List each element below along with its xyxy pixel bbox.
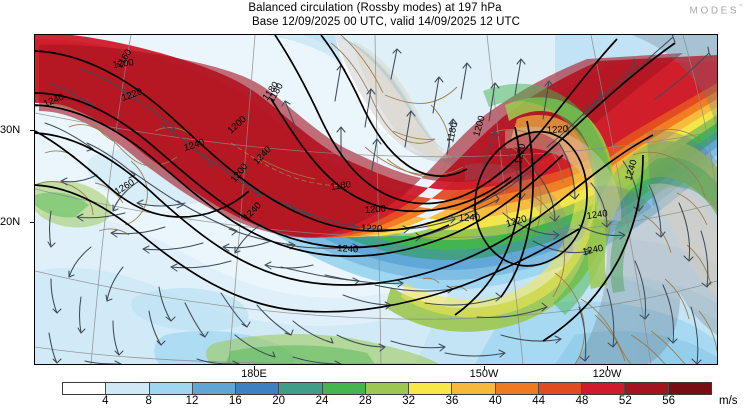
colorbar-swatch — [538, 383, 583, 394]
modes-logo-mark: ° — [739, 4, 742, 11]
colorbar-swatch — [63, 383, 107, 394]
svg-text:1200: 1200 — [112, 57, 134, 71]
colorbar-tick-label: 16 — [228, 395, 242, 407]
colorbar-swatch — [279, 383, 323, 394]
colorbar-swatch — [625, 383, 669, 394]
colorbar-tick-label: 24 — [315, 395, 329, 407]
chart-subtitle: Base 12/09/2025 00 UTC, valid 14/09/2025… — [251, 16, 521, 28]
colorbar-tick-label: 4 — [102, 395, 109, 407]
svg-text:1220: 1220 — [361, 223, 383, 235]
colorbar-tick-label: 36 — [445, 395, 459, 407]
svg-text:1220: 1220 — [547, 124, 569, 136]
svg-text:1200: 1200 — [364, 204, 386, 216]
svg-text:1220: 1220 — [513, 143, 528, 166]
colorbar-swatch — [452, 383, 496, 394]
map-panel: 1160 1180 1200 1240 1220 — [34, 34, 718, 365]
modes-logo: MODES° — [690, 4, 742, 16]
svg-text:1240: 1240 — [337, 243, 359, 255]
colorbar-swatch — [582, 383, 626, 394]
colorbar-swatch — [668, 383, 711, 394]
colorbar-tick-label: 20 — [272, 395, 286, 407]
page-title: Balanced circulation (Rossby modes) at 1… — [248, 2, 502, 14]
colorbar-tick-label: 28 — [358, 395, 372, 407]
lon-label-180e: 180E — [241, 368, 267, 380]
colorbar-swatch — [365, 383, 410, 394]
lat-label-30n: 30N — [0, 124, 21, 136]
colorbar — [62, 382, 712, 395]
lon-tick-120w — [607, 366, 608, 370]
lat-label-20n: 20N — [0, 216, 21, 228]
chart-title-block: Balanced circulation (Rossby modes) at 1… — [0, 1, 750, 29]
svg-text:1180: 1180 — [445, 121, 460, 143]
colorbar-tick-label: 32 — [402, 395, 416, 407]
lon-tick-180e — [254, 366, 255, 370]
colorbar-tick-label: 40 — [488, 395, 502, 407]
colorbar-tick-label: 12 — [185, 395, 199, 407]
colorbar-swatch — [409, 383, 453, 394]
lat-tick-30n — [30, 130, 34, 131]
colorbar-tick-label: 52 — [618, 395, 632, 407]
colorbar-swatch — [236, 383, 280, 394]
colorbar-tick-label: 48 — [575, 395, 589, 407]
colorbar-swatch — [192, 383, 237, 394]
modes-logo-text: MODES — [689, 5, 740, 17]
colorbar-tick-label: 44 — [532, 395, 546, 407]
svg-text:1180: 1180 — [330, 179, 352, 193]
colorbar-tick-label: 8 — [145, 395, 152, 407]
lon-label-120w: 120W — [592, 368, 622, 380]
svg-text:1240: 1240 — [581, 243, 604, 258]
svg-text:1240: 1240 — [459, 212, 481, 224]
colorbar-swatch — [495, 383, 539, 394]
colorbar-swatch — [322, 383, 366, 394]
colorbar-tick-label: 56 — [662, 395, 676, 407]
colorbar-ticks: 4 8 12 16 20 24 28 32 36 40 44 48 52 56 — [62, 395, 712, 408]
colorbar-swatch — [149, 383, 193, 394]
map-canvas: 1160 1180 1200 1240 1220 — [35, 35, 717, 364]
colorbar-swatch — [106, 383, 150, 394]
lon-tick-150w — [484, 366, 485, 370]
colorbar-unit: m/s — [719, 395, 738, 407]
lat-tick-20n — [30, 222, 34, 223]
lon-label-150w: 150W — [469, 368, 499, 380]
svg-text:1240: 1240 — [586, 208, 608, 222]
